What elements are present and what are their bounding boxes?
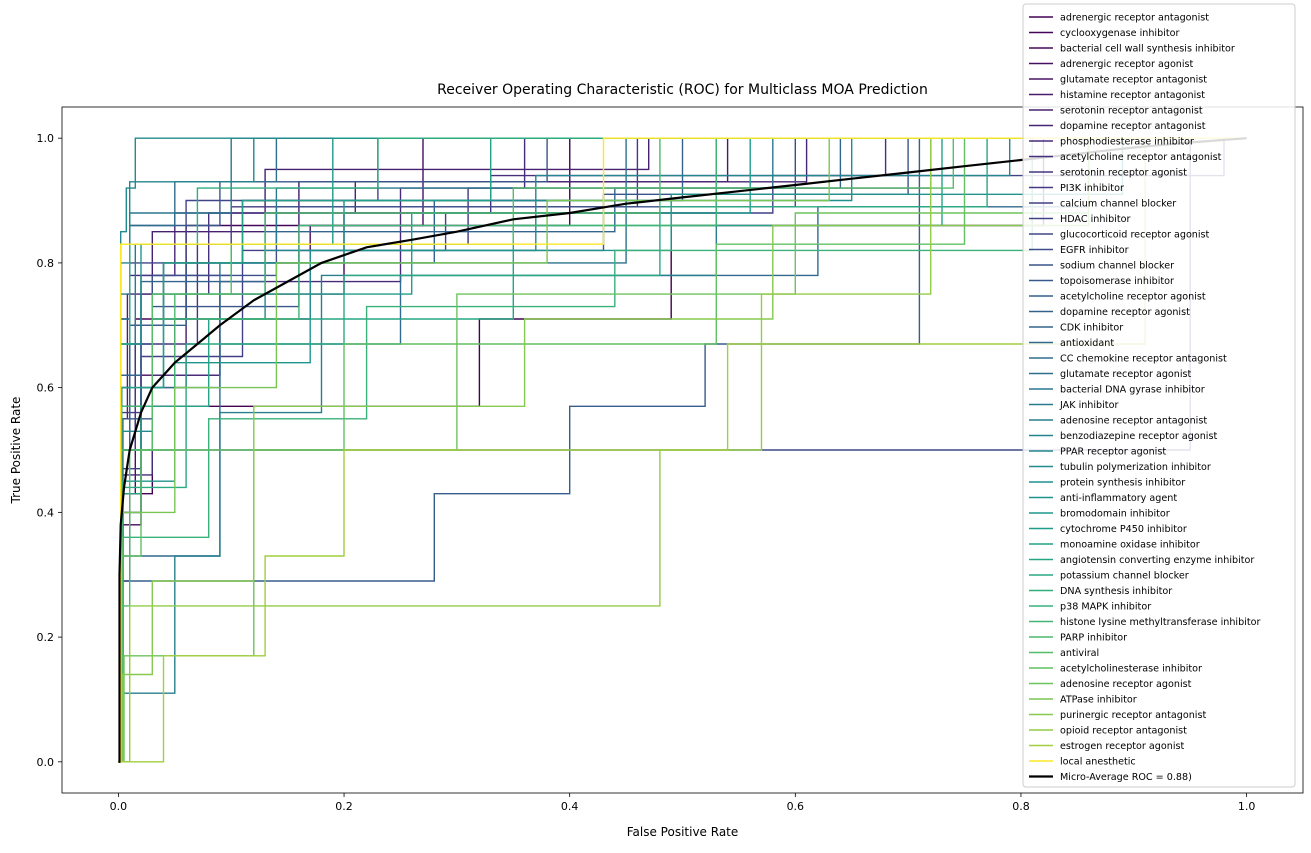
legend-entry-label: bacterial DNA gyrase inhibitor: [1060, 385, 1205, 396]
legend-entry-label: adenosine receptor agonist: [1060, 679, 1192, 690]
legend-entry-label: antioxidant: [1060, 338, 1114, 349]
legend-entry-label: acetylcholinesterase inhibitor: [1060, 664, 1202, 675]
legend-entry-label: anti-inflammatory agent: [1060, 493, 1177, 504]
legend-entry-label: serotonin receptor antagonist: [1060, 106, 1203, 117]
y-axis-label: True Positive Rate: [9, 397, 23, 505]
legend-entry-label: JAK inhibitor: [1059, 400, 1118, 411]
legend-box: [1022, 3, 1296, 788]
legend-entry-label: glutamate receptor agonist: [1060, 369, 1192, 380]
legend-entry-label: monoamine oxidase inhibitor: [1060, 540, 1200, 551]
legend-entry-label: tubulin polymerization inhibitor: [1060, 462, 1211, 473]
y-tick-label: 0.0: [37, 756, 55, 769]
x-tick-label: 0.4: [561, 800, 579, 813]
legend-entry-label: PPAR receptor agonist: [1060, 447, 1166, 458]
legend-entry-label: p38 MAPK inhibitor: [1060, 602, 1151, 613]
chart-title: Receiver Operating Characteristic (ROC) …: [437, 82, 928, 98]
x-tick-label: 1.0: [1238, 800, 1256, 813]
legend-entry-label: acetylcholine receptor agonist: [1060, 292, 1206, 303]
y-tick-label: 0.6: [37, 382, 55, 395]
legend-entry-label: local anesthetic: [1060, 757, 1136, 768]
axes: 0.0 0.0 0.2 0.2 0.4 0.4 0.6 0.6 0.8 0.8 1.0 1.0: [37, 106, 1304, 813]
legend-entry-label: acetylcholine receptor antagonist: [1060, 152, 1222, 163]
legend-entry-label: calcium channel blocker: [1060, 199, 1176, 210]
legend-entry-label: adrenergic receptor antagonist: [1060, 13, 1209, 24]
legend-entry-label: CDK inhibitor: [1060, 323, 1123, 334]
legend-entry-label: opioid receptor antagonist: [1060, 726, 1187, 737]
y-tick-label: 0.4: [37, 506, 55, 519]
legend-entry-label: histamine receptor antagonist: [1060, 90, 1205, 101]
axes-frame: [61, 106, 1304, 794]
x-tick-label: 0.2: [335, 800, 353, 813]
y-tick-label: 0.8: [37, 257, 55, 270]
x-tick-label: 0.6: [787, 800, 805, 813]
roc-line-44: [118, 137, 1247, 763]
x-tick-label: 0.8: [1012, 800, 1030, 813]
legend-entry-label: glutamate receptor antagonist: [1060, 75, 1207, 86]
legend-entry-label: adenosine receptor antagonist: [1060, 416, 1207, 427]
x-axis-label: False Positive Rate: [627, 825, 739, 839]
legend-entry-label: PI3K inhibitor: [1060, 183, 1124, 194]
legend-entry-label: bromodomain inhibitor: [1060, 509, 1170, 520]
x-tick-label: 0.0: [110, 800, 128, 813]
legend-entry-label: cytochrome P450 inhibitor: [1060, 524, 1187, 535]
legend-entry-label: protein synthesis inhibitor: [1060, 478, 1185, 489]
legend-entry-label: cyclooxygenase inhibitor: [1060, 28, 1179, 39]
legend-entry-label: dopamine receptor antagonist: [1060, 121, 1206, 132]
legend-entry-label: angiotensin converting enzyme inhibitor: [1060, 555, 1254, 566]
legend-entry-label: Micro-Average ROC = 0.88): [1060, 772, 1192, 783]
legend-entry-label: ATPase inhibitor: [1060, 695, 1137, 706]
legend-entry-label: sodium channel blocker: [1060, 261, 1174, 272]
legend-entry-label: histone lysine methyltransferase inhibit…: [1060, 617, 1260, 628]
legend-entry-label: purinergic receptor antagonist: [1060, 710, 1206, 721]
legend-entry-label: serotonin receptor agonist: [1060, 168, 1187, 179]
legend-entry-label: adrenergic receptor agonist: [1060, 59, 1194, 70]
legend-entry-label: DNA synthesis inhibitor: [1060, 586, 1172, 597]
legend-entry-label: EGFR inhibitor: [1060, 245, 1129, 256]
roc-line-49: [118, 137, 1247, 763]
legend-entry-label: PARP inhibitor: [1060, 633, 1127, 644]
y-tick-label: 1.0: [37, 132, 55, 145]
legend-entry-label: glucocorticoid receptor agonist: [1060, 230, 1210, 241]
y-tick-label: 0.2: [37, 631, 55, 644]
legend-entry-label: potassium channel blocker: [1060, 571, 1189, 582]
legend-entry-label: HDAC inhibitor: [1060, 214, 1130, 225]
legend: adrenergic receptor antagonist cyclooxyge…: [1022, 3, 1296, 788]
legend-entry-label: estrogen receptor agonist: [1060, 741, 1184, 752]
legend-entry-label: benzodiazepine receptor agonist: [1060, 431, 1217, 442]
legend-entry-label: antiviral: [1060, 648, 1099, 659]
legend-entry-label: topoisomerase inhibitor: [1060, 276, 1174, 287]
legend-entry-label: dopamine receptor agonist: [1060, 307, 1190, 318]
legend-entry-label: CC chemokine receptor antagonist: [1060, 354, 1227, 365]
legend-entry-label: bacterial cell wall synthesis inhibitor: [1060, 44, 1235, 55]
roc-line-48: [118, 137, 1247, 763]
legend-entry-label: phosphodiesterase inhibitor: [1060, 137, 1194, 148]
